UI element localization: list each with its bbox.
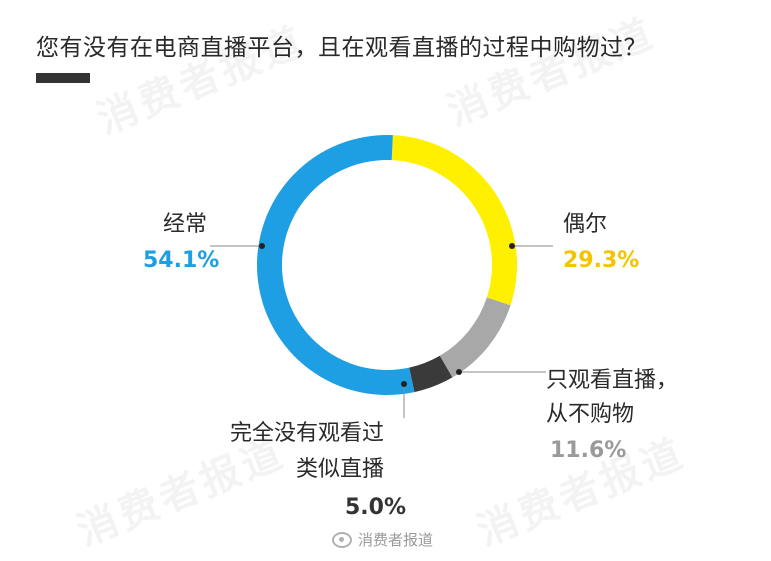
label-occasionally: 偶尔 — [563, 212, 608, 237]
credit-text: 消费者报道 — [358, 531, 434, 549]
source-credit: 消费者报道 — [332, 529, 433, 550]
leader-watch-only-dot — [456, 369, 462, 375]
label-never-watched-line1: 完全没有观看过 — [230, 421, 385, 446]
label-frequently: 经常 — [163, 212, 208, 237]
slice-never-watched — [409, 355, 453, 393]
pct-never-watched: 5.0% — [345, 495, 407, 520]
leader-frequently-dot — [259, 243, 265, 249]
pct-watch-only: 11.6% — [550, 438, 627, 463]
label-watch-only-line2: 从不购物 — [546, 402, 635, 427]
slice-frequently — [257, 134, 415, 396]
label-watch-only-line1: 只观看直播， — [546, 368, 679, 393]
leader-never-watched-dot — [401, 381, 407, 387]
title-accent-bar — [36, 73, 90, 83]
label-never-watched-line2: 类似直播 — [296, 457, 385, 482]
pct-occasionally: 29.3% — [563, 248, 640, 273]
slice-watch-only — [439, 297, 511, 378]
slice-occasionally — [391, 135, 517, 306]
weibo-icon — [332, 531, 352, 548]
chart-title: 您有没有在电商直播平台，且在观看直播的过程中购物过？ — [36, 35, 647, 61]
leader-occasionally-dot — [509, 243, 515, 249]
pct-frequently: 54.1% — [143, 248, 220, 273]
